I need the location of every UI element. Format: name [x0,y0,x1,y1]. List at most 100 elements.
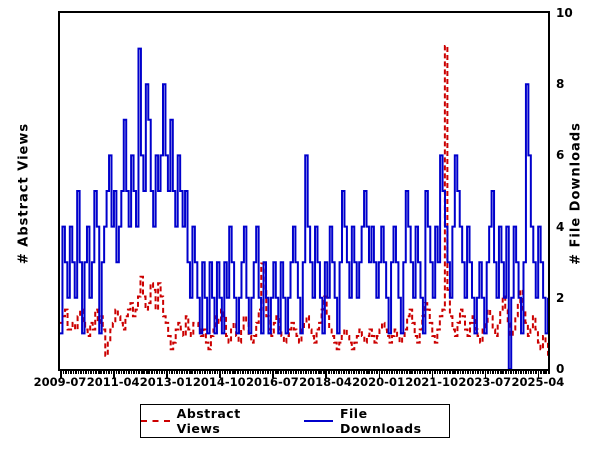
x-axis-minor-tickmark [234,369,237,374]
x-axis-minor-tickmark [191,369,194,374]
x-axis-minor-tickmark [65,369,67,374]
x-axis-minor-tickmark [130,369,133,374]
x-axis-minor-tickmark [206,369,209,374]
x-axis-minor-tickmark [535,369,537,374]
x-axis-minor-tickmark [376,369,378,374]
x-axis-minor-tickmark [214,369,216,374]
x-axis-minor-tickmark [297,369,300,374]
x-axis-tick-label: 2021-10 [405,375,459,389]
x-axis-minor-tickmark [343,369,345,374]
x-axis-minor-tickmark [72,369,75,374]
x-axis-minor-tickmark [77,369,80,374]
x-axis-tick-label: 2018-04 [299,375,352,389]
x-axis-minor-tickmark [421,369,424,374]
legend-label: Abstract Views [176,406,241,436]
x-axis-minor-tickmark [499,369,502,374]
x-axis-minor-tickmark [158,369,161,374]
y-axis-right-tick-label: 6 [556,148,565,163]
x-axis-minor-tickmark [171,369,173,374]
x-axis-minor-tickmark [135,369,138,374]
x-axis-minor-tickmark [388,369,391,374]
x-axis-minor-tickmark [462,369,464,374]
x-axis-minor-tickmark [355,369,358,374]
x-axis-minor-tickmark [285,369,287,374]
x-axis-minor-tickmark [340,369,343,374]
x-axis-minor-tickmark [226,369,229,374]
x-axis-minor-tickmark [393,369,396,374]
legend-item[interactable]: File Downloads [304,406,449,436]
x-axis-minor-tickmark [156,369,158,374]
x-axis-minor-tickmark [522,369,525,374]
x-axis-minor-tickmark [542,369,545,374]
x-axis-minor-tickmark [247,369,249,374]
x-axis-minor-tickmark [168,369,171,374]
x-axis-minor-tickmark [257,369,259,374]
x-axis-minor-tickmark [163,369,166,374]
x-axis-minor-tickmark [108,369,110,374]
x-axis-minor-tickmark [140,369,143,374]
x-axis-minor-tickmark [229,369,231,374]
plot-area [58,11,550,371]
x-axis-minor-tickmark [540,369,542,374]
x-axis-minor-tickmark [143,369,146,374]
x-axis-tick-label: 2025-04 [511,375,565,389]
x-axis-minor-tickmark [62,369,65,374]
y-axis-right-title: # File Downloads [568,122,584,265]
x-axis-minor-tickmark [85,369,87,374]
x-axis-minor-tickmark [145,369,148,374]
x-axis-major-tickmark [325,369,328,378]
x-axis-minor-tickmark [360,369,363,374]
x-axis-minor-tickmark [416,369,419,374]
y-axis-right-tick-label: 0 [556,362,565,376]
x-axis-minor-tickmark [128,369,130,374]
x-axis-minor-tickmark [102,369,105,374]
x-axis-minor-tickmark [254,369,257,374]
x-axis-minor-tickmark [507,369,510,374]
x-axis-major-tickmark [166,369,168,378]
x-axis-minor-tickmark [497,369,500,374]
x-axis-minor-tickmark [181,369,183,374]
x-axis-minor-tickmark [262,369,264,374]
x-axis-minor-tickmark [161,369,163,374]
x-axis-minor-tickmark [472,369,474,374]
x-axis-tick-label: 2016-07 [245,375,299,389]
x-axis-minor-tickmark [120,369,123,374]
x-axis-minor-tickmark [477,369,479,374]
x-axis-minor-tickmark [322,369,325,374]
x-axis-major-tickmark [378,369,381,378]
x-axis-minor-tickmark [449,369,451,374]
x-axis-minor-tickmark [100,369,103,374]
legend-label: File Downloads [339,406,422,436]
x-axis-minor-tickmark [95,369,97,374]
x-axis-minor-tickmark [386,369,388,374]
y-axis-right-tick-label: 10 [556,6,573,20]
x-axis-minor-tickmark [441,369,444,374]
x-axis-minor-tickmark [502,369,505,374]
x-axis-minor-tickmark [451,369,454,374]
x-axis-minor-tickmark [209,369,211,374]
x-axis-minor-tickmark [277,369,280,374]
x-axis-minor-tickmark [464,369,467,374]
x-axis-minor-tickmark [224,369,226,374]
x-axis-minor-tickmark [467,369,469,374]
x-axis-minor-tickmark [434,369,436,374]
x-axis-minor-tickmark [300,369,302,374]
x-axis-minor-tickmark [176,369,178,374]
x-axis-minor-tickmark [151,369,153,374]
x-axis-minor-tickmark [279,369,282,374]
x-axis-tick-label: 2020-01 [352,375,405,389]
x-axis-minor-tickmark [510,369,512,374]
x-axis-minor-tickmark [525,369,527,374]
x-axis-minor-tickmark [87,369,90,374]
y-axis-right-tick-label: 8 [556,77,565,92]
x-axis-minor-tickmark [333,369,335,374]
x-axis-tick-label: 2023-07 [458,375,512,389]
x-axis-minor-tickmark [419,369,421,374]
x-axis-tick-label: 2014-10 [192,375,246,389]
x-axis-minor-tickmark [82,369,85,374]
legend-item[interactable]: Abstract Views [141,406,284,436]
x-axis-minor-tickmark [231,369,234,374]
x-axis-minor-tickmark [153,369,156,374]
x-axis-minor-tickmark [373,369,376,374]
